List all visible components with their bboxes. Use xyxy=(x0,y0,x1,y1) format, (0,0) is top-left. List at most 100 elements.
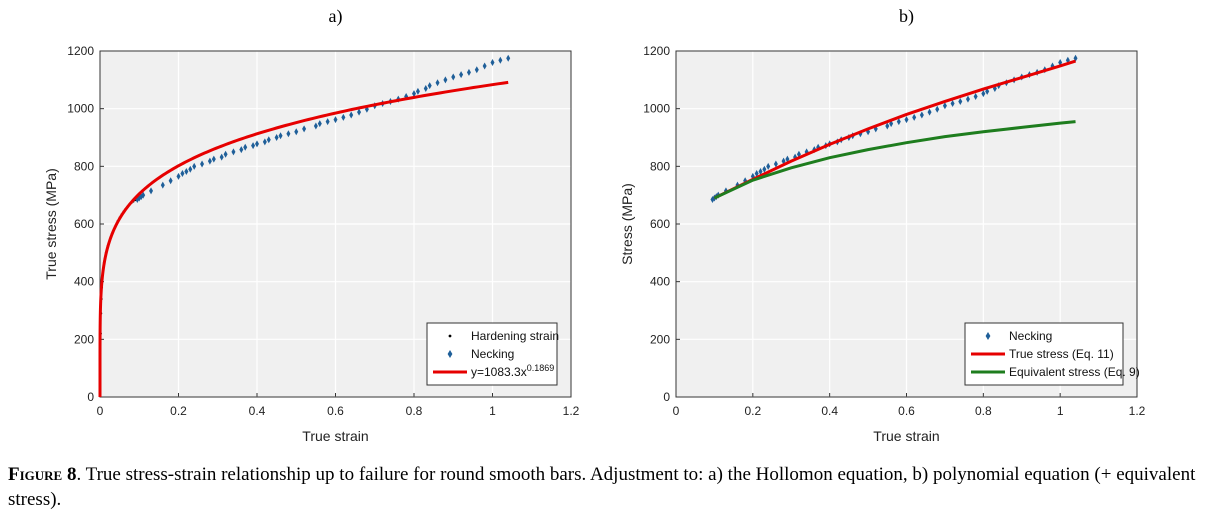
data-point-necking xyxy=(451,73,456,81)
x-tick-label: 0.4 xyxy=(249,404,266,418)
data-point-necking xyxy=(459,71,464,79)
data-point-necking xyxy=(223,150,228,158)
legend-label: Hardening strain xyxy=(471,329,559,343)
x-tick-label: 1.2 xyxy=(1129,404,1146,418)
axes-frame xyxy=(99,50,572,398)
legend-label-text: Equivalent stress (Eq. 9) xyxy=(1009,365,1140,379)
data-point-necking xyxy=(965,95,970,103)
data-point-necking xyxy=(498,56,503,64)
data-point-necking xyxy=(207,157,212,165)
y-tick-label: 0 xyxy=(87,390,94,404)
plot-series xyxy=(710,54,1078,203)
data-point-necking xyxy=(415,87,420,95)
data-point-necking xyxy=(302,125,307,133)
data-point-necking xyxy=(168,177,173,185)
data-point-necking xyxy=(758,168,763,176)
y-axis-label: True stress (MPa) xyxy=(43,168,59,280)
x-tick-label: 0 xyxy=(97,404,104,418)
data-point-necking xyxy=(766,162,771,170)
data-point-necking xyxy=(141,191,146,199)
data-point-necking xyxy=(357,108,362,116)
y-tick-label: 200 xyxy=(74,332,94,346)
figure-caption: Figure 8. True stress-strain relationshi… xyxy=(8,462,1208,512)
legend-label-text: Necking xyxy=(1009,329,1052,343)
y-tick-label: 800 xyxy=(650,159,670,173)
x-tick-label: 1.2 xyxy=(563,404,580,418)
data-point-necking xyxy=(885,122,890,130)
legend-label: True stress (Eq. 11) xyxy=(1009,347,1114,361)
y-tick-label: 600 xyxy=(74,217,94,231)
data-point-necking xyxy=(950,99,955,107)
data-point-necking xyxy=(754,170,759,178)
y-tick-label: 400 xyxy=(650,275,670,289)
y-tick-label: 1000 xyxy=(67,102,94,116)
data-point-necking xyxy=(149,187,154,195)
panel-a: a) 0 0.2 0.4 0.6 0.8 1 1.2 0 200 400 600 800 1000 1200… xyxy=(43,6,580,444)
data-point-necking xyxy=(490,59,495,67)
legend-marker-necking xyxy=(447,350,453,358)
y-tick-label: 1200 xyxy=(67,44,94,58)
data-point-necking xyxy=(506,54,511,62)
panel-label: b) xyxy=(899,6,914,27)
x-tick-label: 0.8 xyxy=(975,404,992,418)
data-point-necking xyxy=(239,146,244,154)
data-point-necking xyxy=(482,62,487,70)
data-point-necking xyxy=(160,181,165,189)
x-axis-label: True strain xyxy=(873,428,939,444)
y-tick-label: 400 xyxy=(74,275,94,289)
data-point-necking xyxy=(200,160,205,168)
data-point-necking xyxy=(435,79,440,87)
x-tick-label: 0 xyxy=(673,404,680,418)
legend-label-text: True stress (Eq. 11) xyxy=(1009,347,1114,361)
legend-label: Equivalent stress (Eq. 9) xyxy=(1009,365,1140,379)
data-point-necking xyxy=(184,168,189,176)
legend-label: y=1083.3x0.1869 xyxy=(471,363,554,379)
data-point-necking xyxy=(341,113,346,121)
data-point-necking xyxy=(231,148,236,156)
data-point-necking xyxy=(278,132,283,140)
data-point-necking xyxy=(466,68,471,76)
data-point-necking xyxy=(942,102,947,110)
data-point-necking xyxy=(927,108,932,116)
data-point-necking xyxy=(176,172,181,180)
data-point-necking xyxy=(188,165,193,173)
y-axis-label: Stress (MPa) xyxy=(619,183,635,265)
data-point-necking xyxy=(211,155,216,163)
figure-8: a)0 0.2 0.4 0.6 0.8 1 1.2020040060080010001200… xyxy=(43,6,1146,444)
legend-marker-hardening xyxy=(448,334,452,338)
x-axis-label: True strain xyxy=(302,428,368,444)
panel-b: b) 0 0.2 0.4 0.6 0.8 1 1.2 0 200 400 600 800 1000 1200… xyxy=(619,6,1146,444)
legend: Necking True stress (Eq. 11) Equivalent st… xyxy=(964,322,1140,386)
fit-curve xyxy=(98,80,509,397)
legend-label: Necking xyxy=(1009,329,1052,343)
data-point-necking xyxy=(266,136,271,144)
x-tick-label: 0.6 xyxy=(327,404,344,418)
series-line-1 xyxy=(713,59,1076,200)
data-point-necking xyxy=(973,93,978,101)
figure-label: Figure 8 xyxy=(8,464,77,485)
y-tick-label: 200 xyxy=(650,332,670,346)
data-point-necking xyxy=(219,153,224,161)
legend-label-text: Hardening strain xyxy=(471,329,559,343)
data-point-necking xyxy=(474,66,479,74)
legend: Hardening strain Necking y=1083.3x0.1869 xyxy=(426,322,559,386)
data-point-necking xyxy=(251,142,256,150)
data-point-necking xyxy=(919,111,924,119)
data-point-necking xyxy=(317,120,322,128)
legend-label-superscript: 0.1869 xyxy=(527,363,555,373)
data-point-necking xyxy=(255,140,259,148)
legend-label: Necking xyxy=(471,347,514,361)
data-point-necking xyxy=(427,82,432,90)
y-tick-label: 1200 xyxy=(643,44,670,58)
data-point-necking xyxy=(412,90,416,98)
data-point-necking xyxy=(443,76,448,84)
data-point-necking xyxy=(313,122,318,130)
x-tick-label: 0.2 xyxy=(170,404,187,418)
plot-series xyxy=(98,54,511,397)
data-point-necking xyxy=(904,116,909,124)
caption-text: . True stress-strain relationship up to … xyxy=(8,464,1196,510)
axes-frame xyxy=(675,50,1138,398)
x-tick-label: 0.4 xyxy=(821,404,838,418)
data-point-necking xyxy=(333,116,338,124)
x-tick-label: 1 xyxy=(489,404,496,418)
